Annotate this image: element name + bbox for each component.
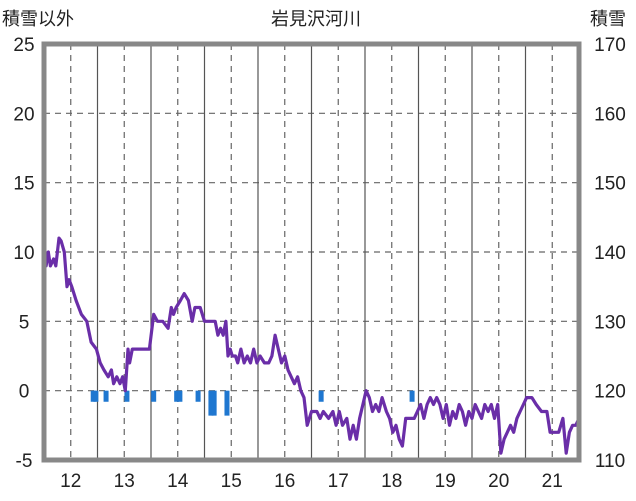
x-tick-1: 13 [114,471,135,492]
x-tick-2: 14 [167,471,189,492]
bar-9 [211,390,217,416]
left-tick-labels: -5 0 5 10 15 20 25 [13,35,34,472]
right-tick-5: 160 [594,104,626,125]
x-tick-8: 20 [488,471,509,492]
left-tick-4: 15 [13,174,34,195]
bar-5 [174,390,180,402]
left-tick-0: -5 [16,451,33,472]
right-tick-labels: 110 120 130 140 150 160 170 [594,35,626,472]
bar-0 [90,390,96,402]
right-tick-3: 140 [594,243,626,264]
bar-12 [409,390,415,402]
grid [44,44,579,460]
left-tick-1: 0 [19,382,30,403]
plot-frame [41,41,582,463]
chart-title: 岩見沢河川 [271,9,361,30]
bar-2 [103,390,109,402]
left-axis-label: 積雪以外 [2,9,74,30]
x-tick-6: 18 [381,471,402,492]
right-tick-4: 150 [594,174,626,195]
bar-1 [93,390,99,402]
bar-10 [224,390,230,416]
bar-7 [195,390,201,402]
x-tick-9: 21 [542,471,563,492]
left-tick-5: 20 [13,104,34,125]
x-tick-labels: 12 13 14 15 16 17 18 19 20 21 [60,471,563,492]
line-path [42,236,581,455]
bar-11 [318,390,324,402]
bar-3 [124,390,130,402]
bar-8 [208,390,214,416]
line-series [42,236,581,455]
left-tick-6: 25 [13,35,34,56]
x-tick-4: 16 [274,471,295,492]
right-axis-label: 積雪 [590,9,626,30]
x-tick-5: 17 [328,471,349,492]
left-tick-2: 5 [19,312,30,333]
left-tick-3: 10 [13,243,34,264]
x-tick-7: 19 [435,471,456,492]
right-tick-0: 110 [595,451,625,472]
right-tick-2: 130 [594,312,626,333]
bar-6 [177,390,183,402]
right-tick-1: 120 [594,382,626,403]
x-tick-0: 12 [60,471,81,492]
bar-4 [151,390,157,402]
x-tick-3: 15 [221,471,242,492]
bar-series [90,390,415,416]
right-tick-6: 170 [594,35,626,56]
